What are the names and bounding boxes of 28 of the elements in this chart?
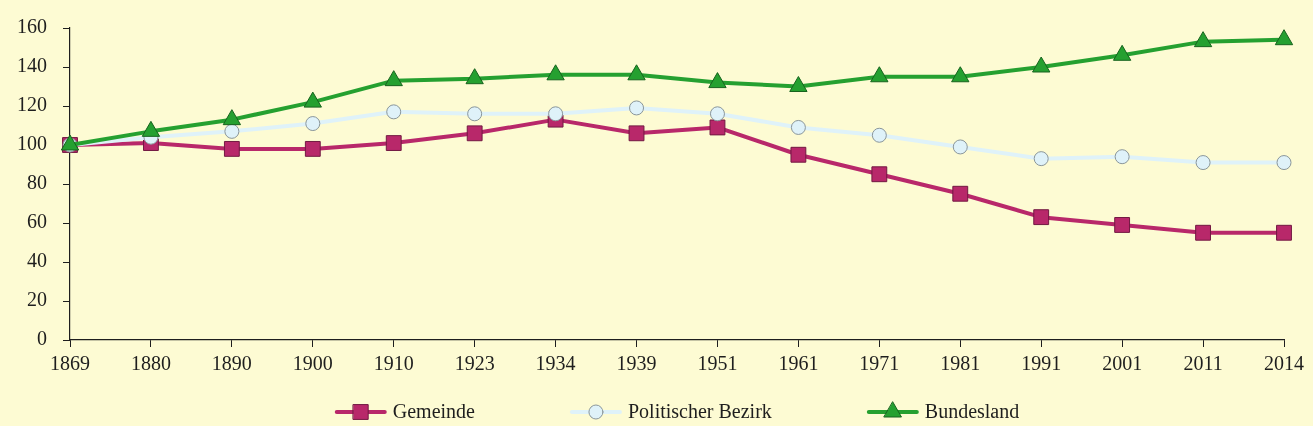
x-tick-label: 1880	[130, 352, 171, 375]
y-tick-label: 160	[17, 15, 47, 38]
y-tick-label: 120	[17, 93, 47, 116]
legend-label: Bundesland	[924, 400, 1020, 423]
x-tick-label: 1890	[211, 352, 252, 375]
x-tick-label: 1971	[859, 352, 900, 375]
y-tick-label: 140	[17, 54, 47, 77]
y-tick-label: 40	[27, 249, 47, 272]
x-tick-label: 1951	[697, 352, 738, 375]
x-tick-label: 2011	[1183, 352, 1223, 375]
x-tick-label: 1934	[535, 352, 576, 375]
legend-label: Gemeinde	[392, 400, 476, 423]
x-tick-label: 2001	[1102, 352, 1143, 375]
y-tick-label: 20	[27, 288, 47, 311]
x-tick-label: 1981	[940, 352, 981, 375]
y-tick-label: 0	[37, 327, 47, 350]
y-tick-label: 100	[17, 132, 47, 155]
x-tick-label: 1991	[1021, 352, 1062, 375]
legend-label: Politischer Bezirk	[627, 400, 772, 423]
y-tick-label: 60	[27, 210, 47, 233]
x-tick-label: 1869	[50, 352, 90, 375]
x-tick-label: 1910	[373, 352, 414, 375]
x-tick-label: 1939	[616, 352, 657, 375]
x-tick-label: 2014	[1264, 352, 1304, 375]
y-tick-label: 80	[27, 171, 47, 194]
x-tick-label: 1961	[778, 352, 819, 375]
x-tick-label: 1900	[292, 352, 333, 375]
x-tick-label: 1923	[454, 352, 495, 375]
